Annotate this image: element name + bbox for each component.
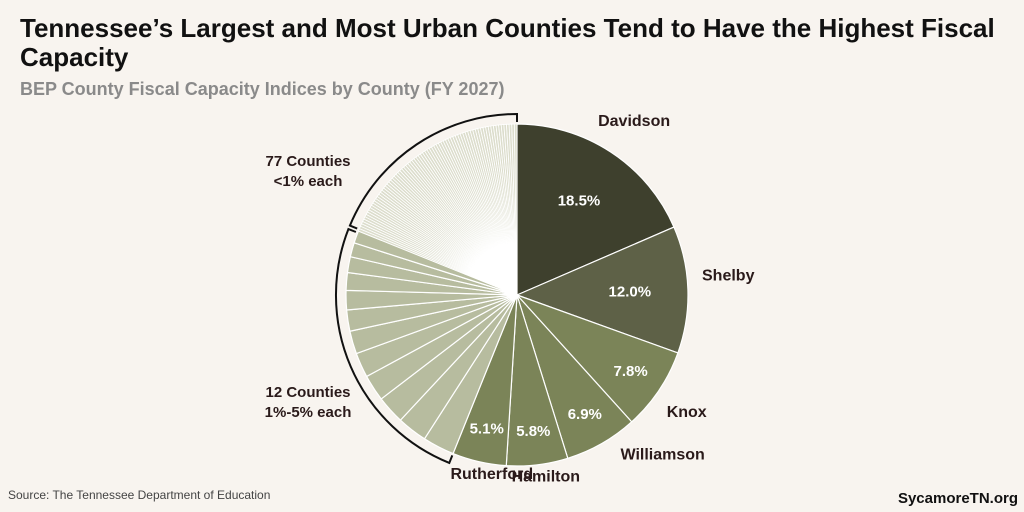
name-label-williamson: Williamson: [621, 446, 705, 463]
pie-labels: 18.5% Davidson 12.0% Shelby 7.8% Knox 6.9% Will…: [265, 113, 755, 486]
pie-slice-small-76[interactable]: [513, 123, 518, 296]
chart-title: Tennessee’s Largest and Most Urban Count…: [20, 13, 995, 72]
group-label-small-line2: <1% each: [274, 173, 343, 190]
name-label-hamilton: Hamilton: [512, 469, 580, 486]
group-bracket-small: [348, 112, 518, 230]
chart-subtitle: BEP County Fiscal Capacity Indices by Co…: [20, 79, 505, 99]
group-label-mid-line1: 12 Counties: [265, 384, 350, 401]
pie-slices: [345, 123, 689, 467]
group-brackets: [334, 112, 518, 465]
name-label-davidson: Davidson: [598, 113, 670, 130]
group-label-small-line1: 77 Counties: [265, 153, 350, 170]
source-note: Source: The Tennessee Department of Educ…: [8, 488, 271, 502]
pie-slice-shelby[interactable]: [516, 226, 689, 354]
value-label-williamson: 6.9%: [568, 406, 602, 423]
value-label-shelby: 12.0%: [609, 284, 652, 301]
name-label-knox: Knox: [667, 404, 707, 421]
value-label-hamilton: 5.8%: [516, 423, 550, 440]
group-label-mid-line2: 1%-5% each: [265, 404, 352, 421]
pie-slice-davidson[interactable]: [516, 123, 675, 296]
value-label-davidson: 18.5%: [558, 193, 601, 210]
value-label-knox: 7.8%: [613, 363, 647, 380]
group-bracket-mid: [334, 227, 454, 465]
name-label-shelby: Shelby: [702, 268, 755, 285]
brand-logo[interactable]: SycamoreTN.org: [897, 490, 1018, 507]
value-label-rutherford: 5.1%: [470, 420, 504, 437]
name-label-rutherford: Rutherford: [450, 466, 533, 483]
